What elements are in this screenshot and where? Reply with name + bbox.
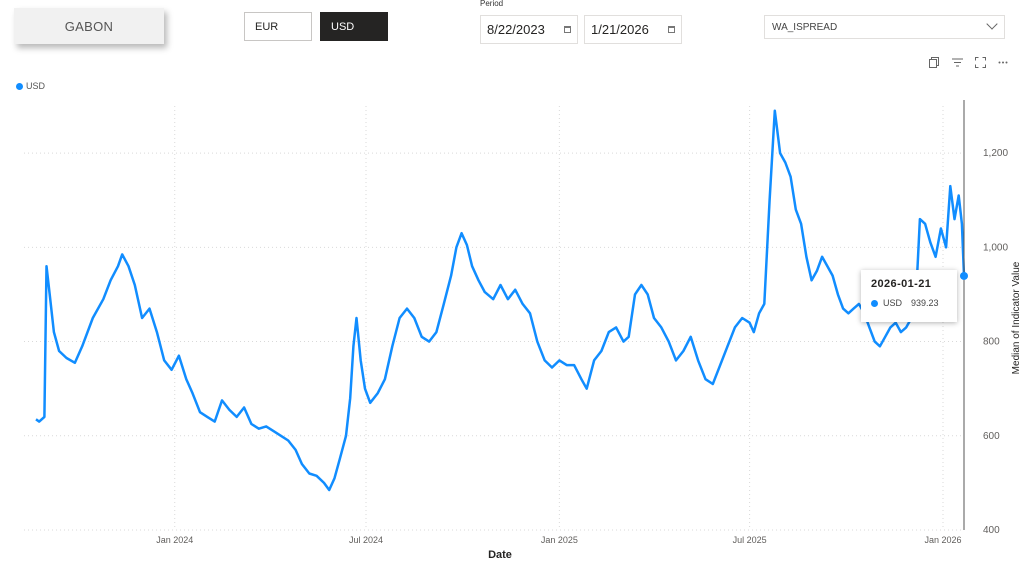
y-axis-label: Median of Indicator Value xyxy=(1011,261,1022,374)
chart-legend: USD xyxy=(16,81,45,91)
currency-usd-label: USD xyxy=(331,20,355,33)
more-options-icon[interactable] xyxy=(996,56,1010,68)
legend-label: USD xyxy=(26,81,46,91)
period-start-value: 8/22/2023 xyxy=(487,22,545,37)
hover-point[interactable] xyxy=(960,271,968,280)
currency-eur-button[interactable]: EUR xyxy=(244,12,312,41)
indicator-dropdown[interactable]: WA_ISPREAD xyxy=(764,15,1005,39)
series-line-usd xyxy=(35,109,966,492)
filter-icon[interactable] xyxy=(950,56,964,68)
country-label: GABON xyxy=(64,18,114,34)
data-tooltip: 2026-01-21 USD 939.23 xyxy=(861,270,957,322)
period-start-input[interactable]: 8/22/2023 xyxy=(480,15,578,44)
period-end-input[interactable]: 1/21/2026 xyxy=(584,15,682,44)
tooltip-series-marker xyxy=(871,299,878,307)
y-tick-label: 400 xyxy=(983,525,1000,536)
x-axis-ticks: Jan 2024 Jul 2024 Jan 2025 Jul 2025 Jan 2026 xyxy=(156,535,961,545)
copy-icon[interactable] xyxy=(927,56,941,68)
x-tick-label: Jul 2024 xyxy=(349,535,383,545)
y-tick-label: 800 xyxy=(983,337,1000,348)
y-tick-label: 1,200 xyxy=(983,148,1008,159)
x-tick-label: Jan 2024 xyxy=(156,535,193,545)
tooltip-series-name: USD xyxy=(883,298,903,308)
x-tick-label: Jan 2025 xyxy=(541,535,578,545)
y-tick-label: 600 xyxy=(983,431,1000,442)
y-tick-label: 1,000 xyxy=(983,242,1008,253)
period-label: Period xyxy=(480,0,504,8)
x-tick-label: Jul 2025 xyxy=(733,535,767,545)
x-axis-label: Date xyxy=(488,549,512,561)
tooltip-value: 939.23 xyxy=(911,298,939,308)
gridlines xyxy=(24,106,964,531)
calendar-icon[interactable] xyxy=(564,26,571,33)
calendar-icon[interactable] xyxy=(668,26,675,33)
indicator-value: WA_ISPREAD xyxy=(772,21,838,33)
visual-toolbar xyxy=(927,56,1010,68)
currency-usd-button[interactable]: USD xyxy=(320,12,388,41)
focus-mode-icon[interactable] xyxy=(973,56,987,68)
period-end-value: 1/21/2026 xyxy=(591,22,649,37)
tooltip-date: 2026-01-21 xyxy=(871,278,932,290)
legend-marker xyxy=(16,82,23,90)
currency-eur-label: EUR xyxy=(255,20,279,33)
x-tick-label: Jan 2026 xyxy=(924,535,961,545)
y-axis-ticks: 400 600 800 1,000 1,200 xyxy=(983,148,1008,536)
country-card[interactable]: GABON xyxy=(14,8,164,44)
